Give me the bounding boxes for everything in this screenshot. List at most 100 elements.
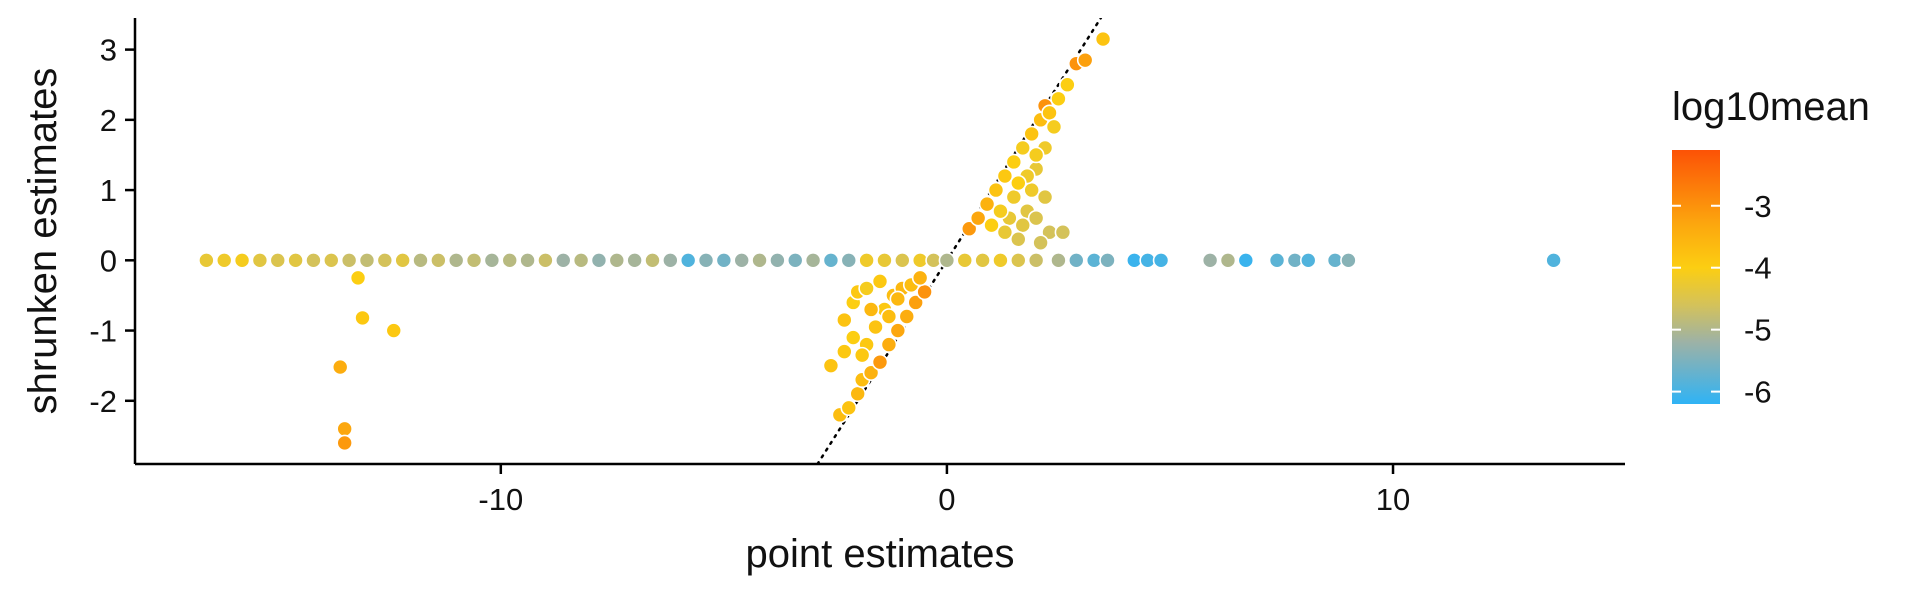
colorbar-tick-label: -3 (1744, 189, 1772, 224)
data-point (572, 252, 590, 269)
x-tick-label: 10 (1376, 482, 1410, 517)
data-point (1009, 252, 1027, 269)
data-point (1340, 252, 1357, 269)
data-point (849, 385, 866, 403)
data-point (867, 318, 884, 336)
data-point (889, 290, 907, 308)
data-point (537, 252, 554, 269)
x-axis-ticks: -10 0 10 (478, 464, 1410, 517)
data-point (978, 195, 996, 213)
data-point (697, 252, 715, 269)
data-point (1005, 153, 1023, 171)
data-point (322, 252, 340, 269)
data-point (198, 252, 215, 269)
data-point (1299, 252, 1317, 269)
data-point (1237, 252, 1255, 269)
y-axis-ticks: -2 -1 0 1 2 3 (89, 33, 135, 419)
data-point (996, 167, 1014, 185)
data-point (340, 252, 358, 269)
colorbar-gradient (1672, 150, 1720, 404)
data-point (233, 252, 251, 269)
data-point (907, 294, 924, 311)
y-tick-label: 1 (100, 173, 117, 208)
data-point (1032, 234, 1049, 252)
data-point (1009, 174, 1027, 192)
data-point (1023, 125, 1040, 143)
data-point (1219, 252, 1237, 269)
data-point (844, 329, 862, 346)
data-point (331, 358, 349, 376)
data-point (733, 252, 751, 269)
data-point (483, 252, 501, 269)
data-point (987, 181, 1005, 199)
data-point (840, 399, 858, 417)
data-point (644, 252, 661, 269)
data-point (1152, 252, 1170, 269)
data-point (911, 269, 929, 287)
data-point (1014, 139, 1032, 157)
data-point (804, 252, 822, 269)
data-point (853, 346, 871, 364)
data-point (983, 216, 1000, 234)
data-point (349, 269, 367, 287)
colorbar-tick-label: -6 (1744, 375, 1772, 410)
data-point (626, 252, 643, 269)
data-point (447, 252, 465, 269)
data-point (836, 343, 853, 360)
data-point (992, 252, 1009, 269)
data-point (1201, 252, 1219, 269)
data-point (786, 252, 804, 269)
data-point (960, 220, 978, 238)
data-point (679, 252, 697, 269)
data-point (880, 336, 898, 353)
data-point (969, 209, 987, 227)
data-point (1045, 118, 1063, 136)
data-point (519, 252, 536, 269)
data-point (412, 252, 429, 269)
colorbar-tick-label: -5 (1744, 313, 1772, 348)
data-point (1545, 252, 1562, 269)
data-point (1099, 252, 1116, 269)
y-tick-label: -1 (89, 314, 117, 349)
data-point (871, 353, 889, 371)
data-point (840, 252, 858, 269)
y-tick-label: 0 (100, 243, 117, 278)
data-point (889, 322, 907, 339)
data-point (336, 420, 353, 438)
legend-title: log10mean (1672, 85, 1870, 129)
data-point (1050, 90, 1067, 108)
x-tick-label: 0 (938, 482, 955, 517)
data-point (1041, 104, 1058, 122)
data-point (590, 252, 608, 269)
data-point (822, 357, 840, 374)
data-point (1027, 252, 1045, 269)
data-point (394, 252, 411, 269)
data-point (1014, 216, 1032, 234)
data-point (1054, 223, 1072, 241)
data-point (554, 252, 572, 269)
data-point (862, 364, 880, 381)
data-points-group (198, 30, 1562, 452)
data-point (992, 202, 1009, 220)
y-tick-label: 2 (100, 103, 117, 138)
data-point (1076, 51, 1094, 69)
data-point (1027, 209, 1045, 227)
data-point (871, 273, 889, 290)
y-tick-label: -2 (89, 384, 117, 419)
data-point (465, 252, 483, 269)
data-point (1268, 252, 1286, 269)
data-point (287, 252, 304, 269)
data-point (938, 252, 956, 269)
data-point (430, 252, 447, 269)
colorbar-legend: log10mean -3 -4 -5 -6 (1672, 85, 1870, 410)
data-point (769, 252, 786, 269)
data-point (662, 252, 679, 269)
colorbar-ticks: -3 -4 -5 -6 (1672, 189, 1772, 410)
colorbar-tick-label: -4 (1744, 251, 1772, 286)
y-tick-label: 3 (100, 33, 117, 68)
data-point (858, 280, 875, 297)
data-point (1009, 230, 1027, 248)
data-point (1050, 252, 1067, 269)
data-point (822, 252, 840, 269)
